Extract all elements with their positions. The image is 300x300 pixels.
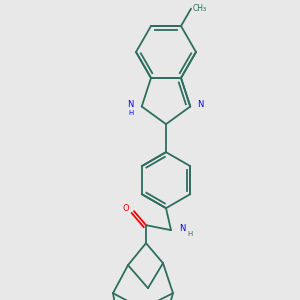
Text: H: H [128,110,134,116]
Text: H: H [188,231,193,237]
Text: CH₃: CH₃ [193,4,207,13]
Text: N: N [179,224,185,232]
Text: N: N [128,100,134,109]
Text: O: O [123,204,129,213]
Text: N: N [197,100,203,109]
